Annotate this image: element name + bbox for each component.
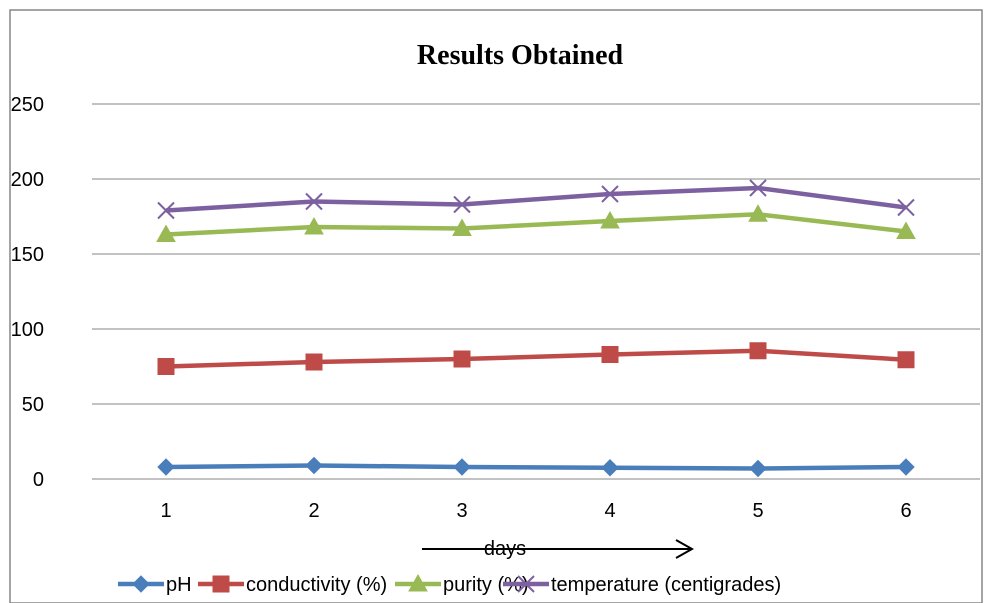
data-point (897, 351, 915, 369)
legend-item: conductivity (%) (198, 574, 387, 596)
data-point (601, 346, 619, 363)
y-tick-label: 200 (11, 169, 44, 191)
chart-title: Results Obtained (417, 40, 624, 71)
legend-swatch-marker (517, 575, 535, 593)
series-line (165, 463, 907, 471)
data-point (157, 201, 175, 220)
days-arrow-head (675, 539, 695, 559)
data-point (453, 458, 471, 476)
y-tick-label: 100 (11, 319, 44, 341)
x-axis-label: days (484, 538, 526, 560)
legend-item: temperature (centigrades) (503, 574, 781, 596)
data-point (601, 459, 619, 477)
y-tick-labels: 0 50 100 150 200 250 (11, 94, 44, 491)
x-tick-label: 4 (604, 500, 615, 522)
legend-swatch-marker (212, 575, 230, 593)
x-tick-label: 2 (308, 500, 319, 522)
data-point (897, 458, 915, 476)
data-point (749, 342, 767, 360)
data-point (896, 221, 916, 239)
data-point (749, 179, 767, 197)
data-point (157, 358, 175, 375)
data-point (748, 204, 768, 222)
chart-border (9, 9, 983, 603)
x-tick-labels: 1 2 3 4 5 6 (160, 500, 911, 522)
data-point (601, 185, 619, 203)
series-line (165, 348, 907, 369)
legend-swatch-marker (408, 573, 428, 592)
legend-label: conductivity (%) (246, 574, 387, 596)
legend: pH conductivity (%) purity (%) temperature … (118, 573, 781, 596)
y-tick-label: 250 (11, 94, 44, 116)
x-tick-label: 3 (456, 500, 467, 522)
x-axis-label-group: days (422, 538, 695, 560)
series-2 (156, 204, 916, 242)
data-point (452, 218, 472, 236)
legend-label: pH (166, 574, 192, 596)
legend-item: purity (%) (395, 573, 529, 596)
series-1 (157, 342, 915, 375)
series-3 (157, 179, 915, 220)
data-point (453, 195, 471, 214)
x-tick-label: 1 (160, 500, 171, 522)
legend-label: purity (%) (443, 574, 529, 596)
data-point (453, 350, 471, 368)
x-tick-label: 6 (900, 500, 911, 522)
data-point (897, 198, 915, 217)
data-point (305, 192, 323, 211)
gridlines (92, 103, 980, 480)
series-line (165, 185, 907, 213)
y-tick-label: 0 (33, 469, 44, 491)
data-point (600, 210, 620, 229)
series-line (165, 212, 907, 237)
series-layer (156, 179, 916, 478)
series-0 (157, 456, 915, 478)
data-point (157, 458, 175, 476)
x-tick-label: 5 (752, 500, 763, 522)
legend-item: pH (118, 574, 192, 596)
data-point (305, 353, 323, 371)
data-point (305, 456, 323, 475)
data-point (156, 224, 176, 242)
legend-label: temperature (centigrades) (551, 574, 781, 596)
legend-swatch-marker (132, 575, 150, 593)
y-tick-label: 50 (22, 394, 44, 416)
data-point (749, 459, 767, 478)
y-tick-label: 150 (11, 244, 44, 266)
data-point (304, 216, 324, 235)
